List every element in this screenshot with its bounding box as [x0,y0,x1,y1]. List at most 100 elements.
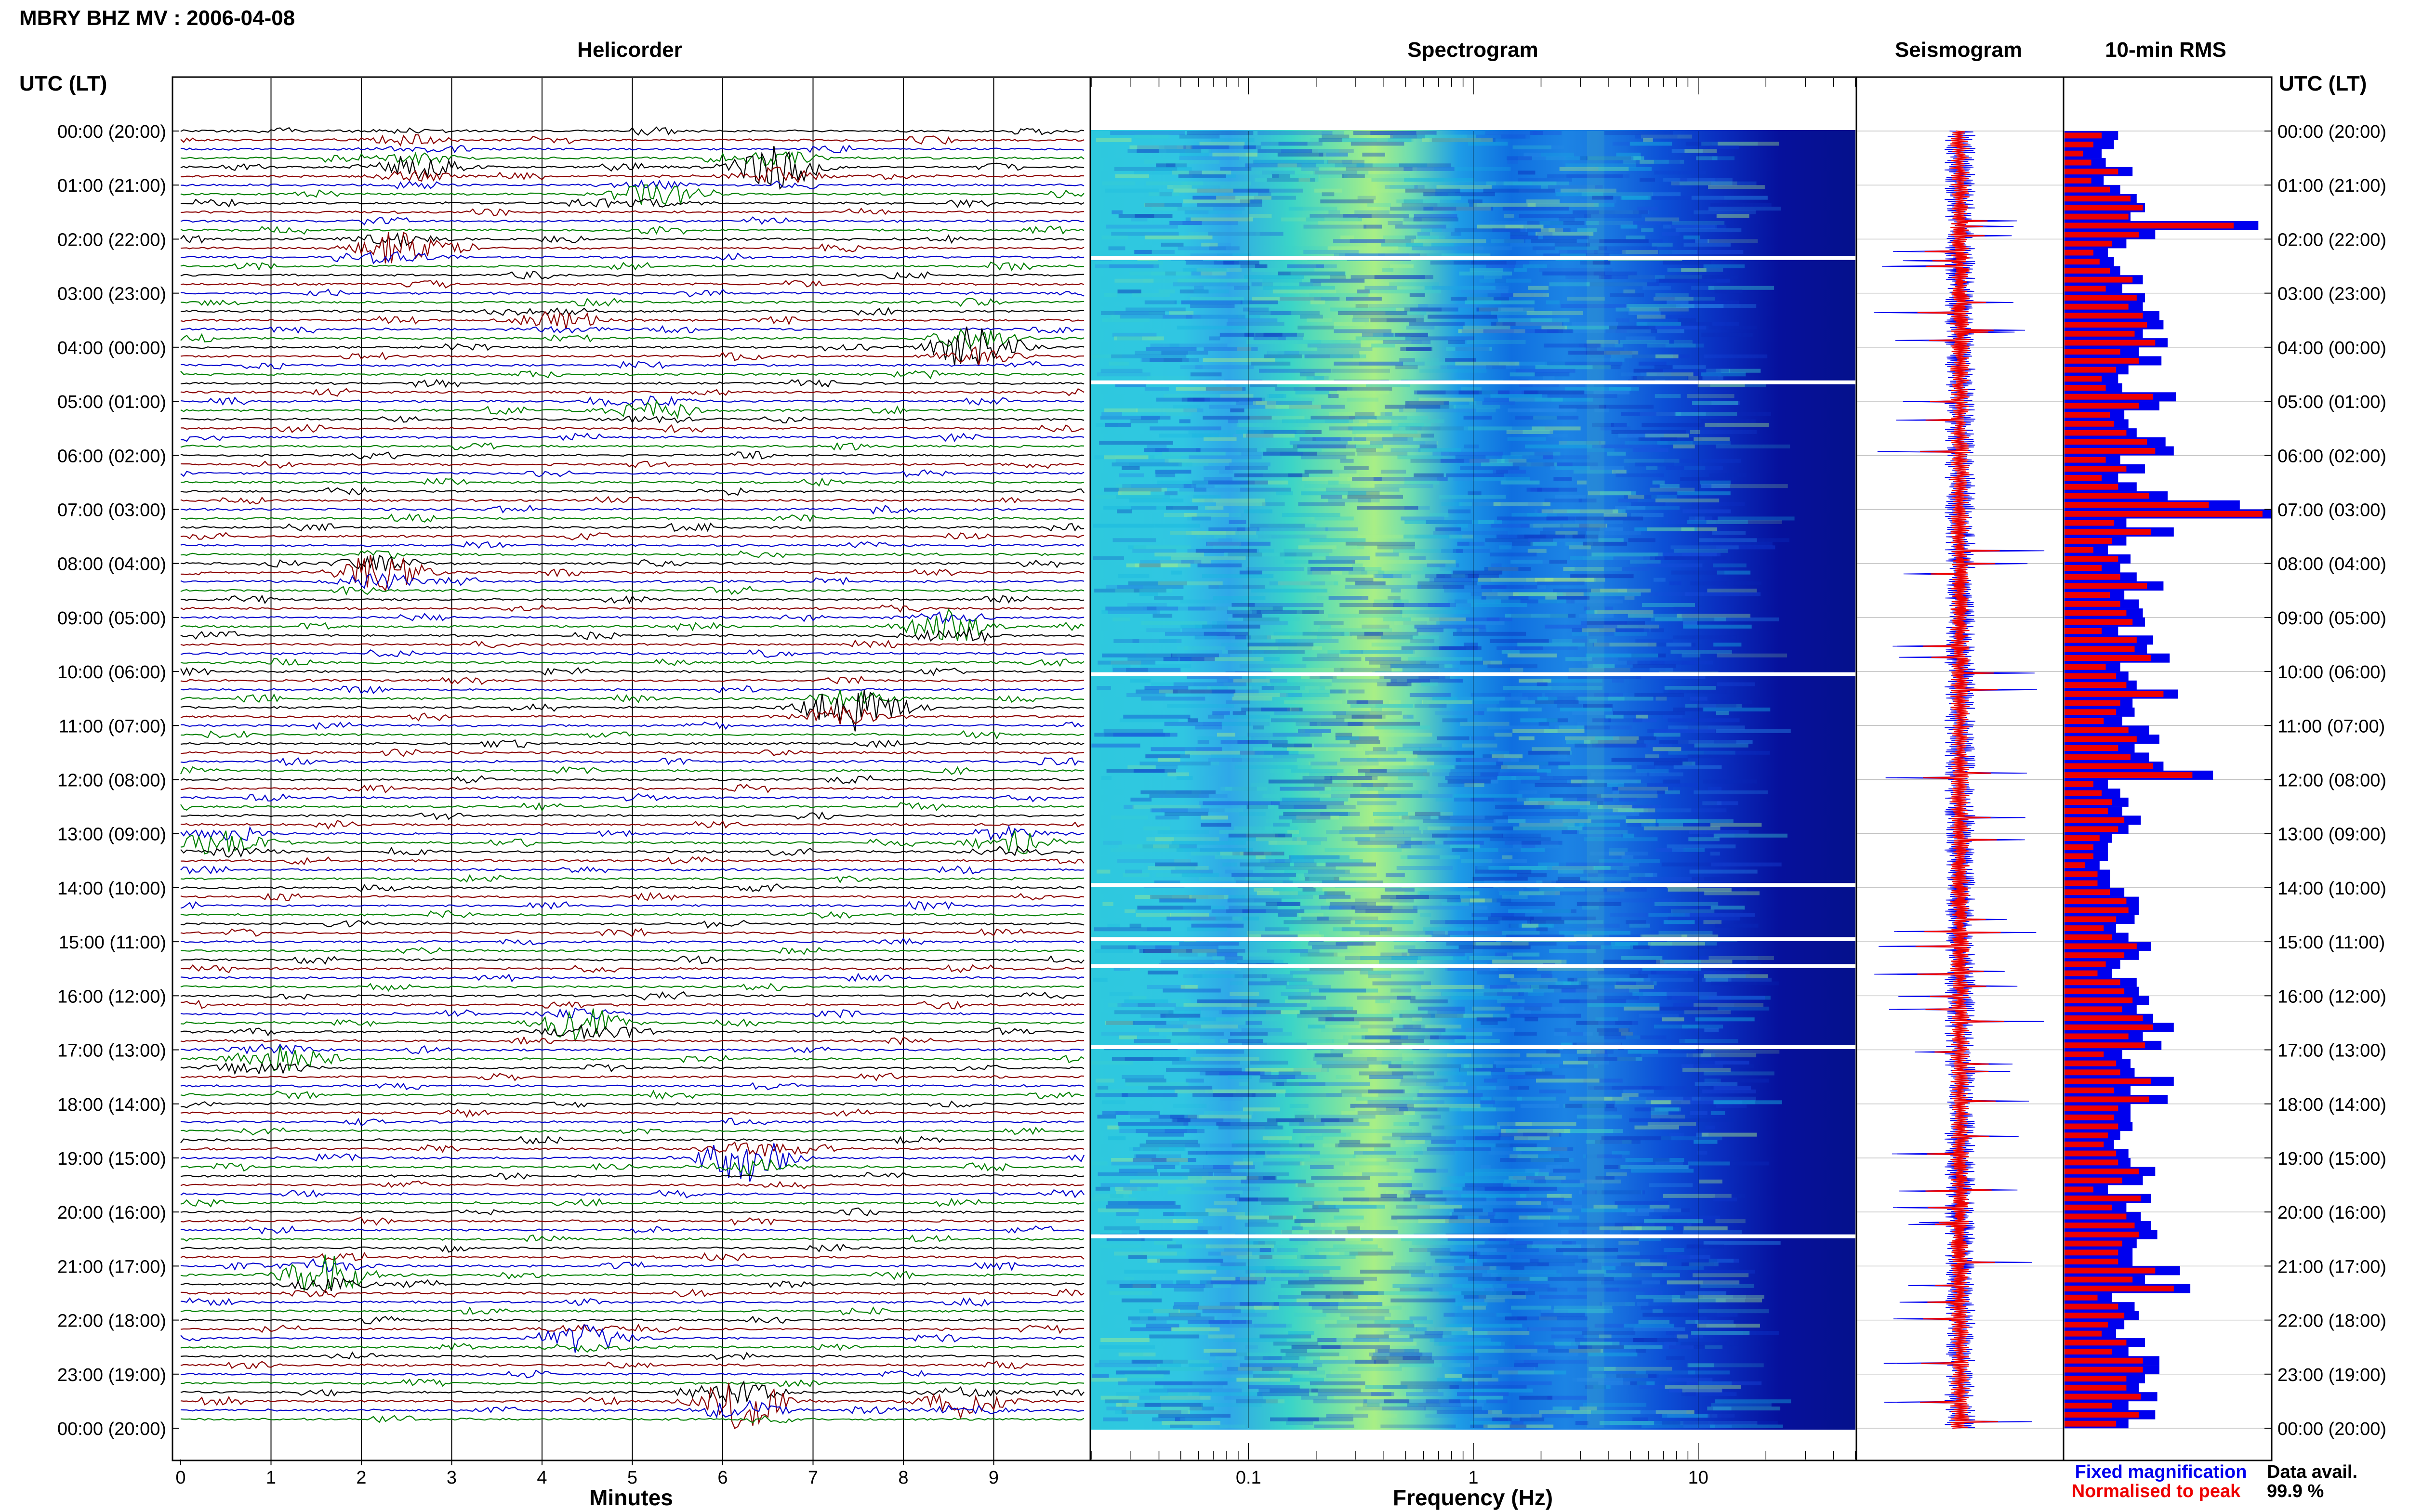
spectrogram-streak [1168,1392,1200,1396]
spectrogram-streak [1406,1392,1444,1396]
spectrogram-streak [1231,1140,1268,1144]
spectrogram-streak [1522,264,1547,268]
helicorder-title: Helicorder [577,38,682,62]
spectrogram-streak [1262,1356,1282,1360]
spectrogram-streak [1276,1082,1325,1086]
spectrogram-streak [1480,253,1492,258]
spectrogram-streak [1708,956,1774,960]
spectrogram-streak [1430,920,1499,924]
spectrogram-streak [1400,506,1417,510]
spectrogram-streak [1301,163,1364,168]
spectrogram-streak [1422,138,1493,143]
right-time-label: 08:00 (04:00) [2277,554,2386,575]
spectrogram-streak [1366,383,1411,387]
spectrogram-streak [1680,178,1717,182]
spectrogram-streak [1414,1151,1455,1155]
rms-bar-normalised [2065,1006,2122,1012]
spectrogram-streak [1235,1215,1297,1220]
spectrogram-streak [1196,1050,1244,1054]
spectrogram-streak [1131,1320,1167,1324]
spectrogram-streak [1694,437,1730,441]
spectrogram-streak [1308,942,1363,946]
spectrogram-streak [1651,971,1716,975]
spectrogram-streak [1215,1356,1240,1360]
spectrogram-streak [1157,758,1180,762]
spectrogram-streak [1450,1251,1481,1256]
spectrogram-streak [1357,1324,1415,1328]
spectrogram-streak [1612,679,1624,683]
spectrogram-streak [1713,1197,1737,1202]
spectrogram-streak [1572,1378,1589,1382]
spectrogram-streak [1149,1388,1212,1393]
spectrogram-streak [1411,1273,1433,1277]
spectrogram-streak [1526,311,1583,316]
spectrogram-streak [1100,1244,1141,1249]
spectrogram-streak [1689,956,1758,960]
spectrogram-streak [1655,617,1726,621]
spectrogram-streak [1693,1053,1711,1058]
spectrogram-streak [1300,1255,1327,1259]
spectrogram-streak [1499,361,1565,366]
spectrogram-streak [1300,315,1323,319]
spectrogram-streak [1435,527,1461,531]
spectrogram-streak [1492,1075,1525,1079]
spectrogram-streak [1505,841,1562,845]
spectrogram-streak [1530,916,1596,920]
spectrogram-streak [1235,1276,1266,1281]
spectrogram-streak [1204,466,1230,470]
helicorder-trace-row [180,1180,1085,1189]
spectrogram-streak [1182,358,1199,362]
spectrogram-streak [1357,841,1422,845]
spectrogram-streak [1105,606,1178,611]
spectrogram-streak [1403,1356,1420,1360]
spectrogram-streak [1115,589,1173,593]
spectrogram-streak [1250,783,1324,788]
spectrogram-streak [1362,332,1394,337]
spectrogram-streak [1418,675,1450,679]
spectrogram-streak [1277,152,1324,157]
spectrogram-streak [1140,1316,1217,1321]
spectrogram-streak [1506,430,1553,434]
spectrogram-streak [1382,1407,1426,1411]
spectrogram-streak [1220,787,1268,791]
spectrogram-streak [1174,1302,1199,1306]
spectrogram-streak [1324,1324,1390,1328]
spectrogram-streak [1331,394,1369,398]
spectrogram-streak [1329,426,1392,431]
spectrogram-streak [1137,149,1159,153]
spectrogram-streak [1251,361,1291,366]
spectrogram-streak [1295,1115,1314,1119]
spectrogram-streak [1689,516,1705,521]
spectrogram-streak [1203,358,1275,362]
spectrogram-streak [1379,560,1456,564]
spectrogram-streak [1486,596,1509,600]
spectrogram-streak [1354,210,1390,214]
spectrogram-streak [1613,787,1673,791]
spectrogram-streak [1287,264,1324,268]
spectrogram-streak [1123,873,1150,878]
spectrogram-streak [1535,232,1594,236]
spectrogram-streak [1139,1144,1200,1148]
spectrogram-streak [1389,282,1439,287]
spectrogram-streak [1291,1345,1341,1349]
spectrogram-streak [1214,657,1280,661]
spectrogram-streak [1414,704,1447,708]
spectrogram-streak [1516,1241,1572,1245]
spectrogram-streak [1559,250,1598,254]
spectrogram-streak [1507,952,1540,957]
spectrogram-streak [1213,545,1240,550]
rms-bar-normalised [2065,1249,2118,1256]
spectrogram-streak [1492,754,1523,759]
rms-bar-normalised [2065,1411,2139,1418]
spectrogram-streak [1663,689,1735,694]
spectrogram-streak [1597,1028,1629,1032]
spectrogram-streak [1686,1244,1724,1249]
rms-bar-normalised [2065,430,2127,436]
spectrogram-streak [1201,242,1218,247]
spectrogram-streak [1498,881,1556,885]
spectrogram-streak [1272,733,1322,737]
rms-bar-normalised [2065,619,2133,625]
spectrogram-streak [1443,1313,1496,1317]
spectrogram-streak [1419,891,1464,895]
spectrogram-streak [1130,679,1151,683]
